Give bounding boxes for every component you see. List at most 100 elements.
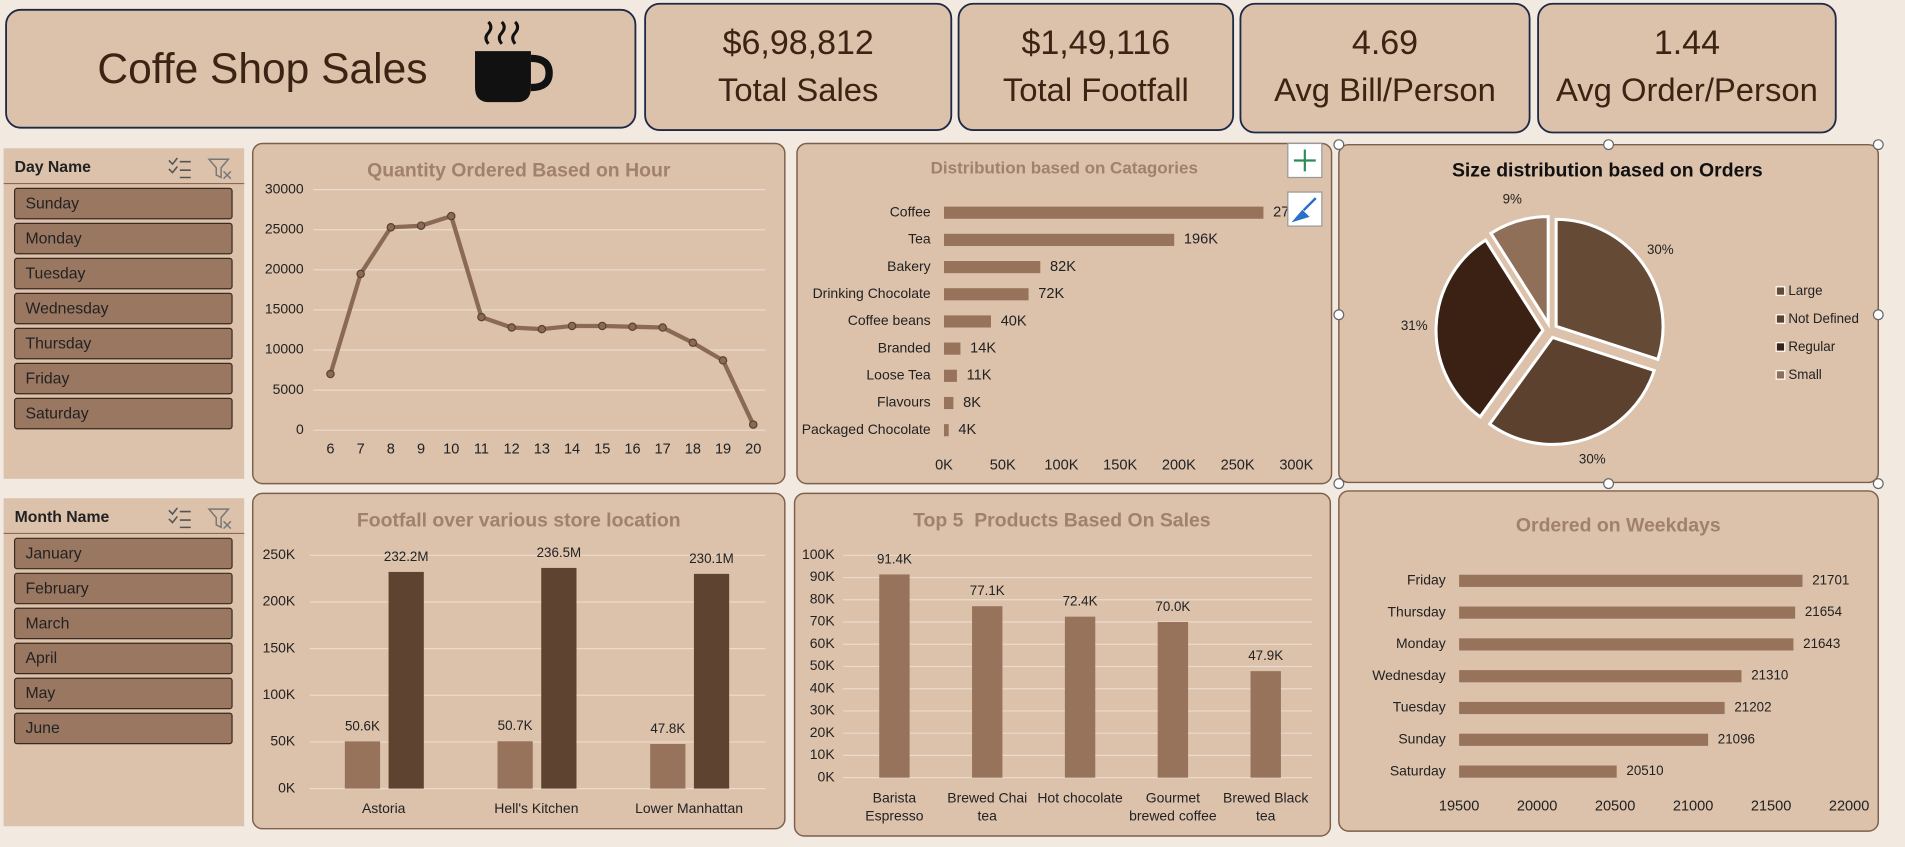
x-tick-label: Astoria [362,800,406,816]
x-tick-label: 150K [1103,457,1137,473]
y-tick-label: 90K [810,568,836,584]
slicer-item-label: Thursday [26,335,92,352]
data-label: 8K [963,395,981,411]
x-tick-label: 15 [594,441,610,457]
y-tick-label: Coffee beans [848,312,931,328]
slicer-item[interactable] [13,222,233,255]
slicer-item-label: Tuesday [26,265,86,282]
x-tick-label: 11 [474,441,489,457]
y-tick-label: 0 [296,421,304,437]
data-label: 72K [1038,286,1064,302]
bar [693,573,730,789]
marker [658,323,667,332]
pie-slice [1487,335,1657,446]
data-label: 47.9K [1248,648,1283,663]
slicer-item[interactable] [13,607,233,640]
y-tick-label: Coffee [890,203,931,219]
kpi-label: Total Sales [718,71,878,108]
kpi-cards: $6,98,812 Total Sales $1,49,116 Total Footf… [644,2,1837,134]
slicer-item[interactable] [13,292,233,325]
x-tick-label: 8 [387,441,395,457]
marker [416,221,426,230]
multi-select-icon [168,507,191,529]
kpi-card [957,2,1235,132]
bar [879,574,910,778]
slicer-item[interactable] [13,677,233,710]
chart-title: Top 5 Products Based On Sales [913,509,1211,531]
marker [447,211,456,221]
x-tick-label: 250K [1221,457,1255,473]
slicer-item[interactable] [13,642,233,675]
bar [943,396,954,410]
y-tick-label: Saturday [1390,762,1446,778]
slicer-item[interactable] [13,712,233,745]
clear-filter-icon[interactable] [207,508,232,530]
x-tick-label: 20 [745,441,761,457]
legend-label: Small [1788,367,1821,382]
kpi-value: 4.69 [1352,24,1418,62]
x-tick-label: 19500 [1439,799,1480,815]
legend-label: Not Defined [1788,311,1859,326]
x-tick-label: 6 [326,441,334,457]
x-tick-label: 22000 [1829,799,1870,815]
slicer-item[interactable] [13,187,233,220]
panel [793,492,1332,837]
panel [251,142,786,485]
marker [567,321,577,331]
y-tick-label: 100K [263,686,296,702]
clear-filter-icon[interactable] [207,158,232,180]
data-label: 31% [1401,318,1428,333]
marker [386,223,396,232]
panel [796,142,1333,485]
data-label: 50.6K [345,718,380,733]
data-label: 77.1K [970,583,1005,598]
slicer-item-label: Monday [26,230,82,247]
y-tick-label: 60K [810,635,836,651]
x-tick-label: 12 [504,441,520,457]
chart-title: Quantity Ordered Based on Hour [367,160,671,182]
chart-title: Footfall over various store location [357,509,681,531]
bar [943,288,1029,301]
data-label: 232.2M [384,549,429,564]
slicer-item-label: Wednesday [26,300,109,317]
bar [1459,606,1796,619]
data-label: 230.1M [689,551,734,566]
bar [943,424,949,437]
bar [541,567,577,789]
x-tick-label: Hell's Kitchen [494,800,578,816]
kpi-value: 1.44 [1654,24,1720,62]
x-tick-label: 9 [417,441,425,457]
data-label: 82K [1050,259,1076,275]
kpi-card [1239,2,1531,134]
x-tick-label: 300K [1279,457,1313,473]
slicer-item[interactable] [13,327,233,360]
y-tick-label: 150K [263,639,296,655]
slicer-item[interactable] [13,362,233,395]
slicer-item[interactable] [13,537,233,570]
title-card [5,8,637,129]
slicer-item[interactable] [13,257,233,290]
x-tick-label: 21000 [1673,799,1714,815]
slicer-item[interactable] [13,572,233,605]
pie-slice [1434,237,1545,419]
x-tick-label: 18 [685,441,701,457]
x-tick-label: Barista Espresso [865,789,923,823]
bar [1064,616,1096,778]
data-label: 30% [1579,452,1606,467]
x-tick-label: 10 [443,441,459,457]
chart-title: Ordered on Weekdays [1516,514,1721,536]
bar [1250,671,1281,778]
bar [1459,733,1709,746]
slicer-item[interactable] [13,397,233,430]
x-tick-label: 200K [1162,457,1196,473]
slicer-item-label: April [26,650,58,667]
x-tick-label: 20500 [1595,799,1636,815]
selection-handles [1333,139,1884,490]
bar [1459,574,1803,587]
chart-title: Size distribution based on Orders [1452,160,1763,182]
slicer-item-label: May [26,685,56,702]
pie-slice [1488,215,1550,329]
brush-icon [1291,197,1317,223]
